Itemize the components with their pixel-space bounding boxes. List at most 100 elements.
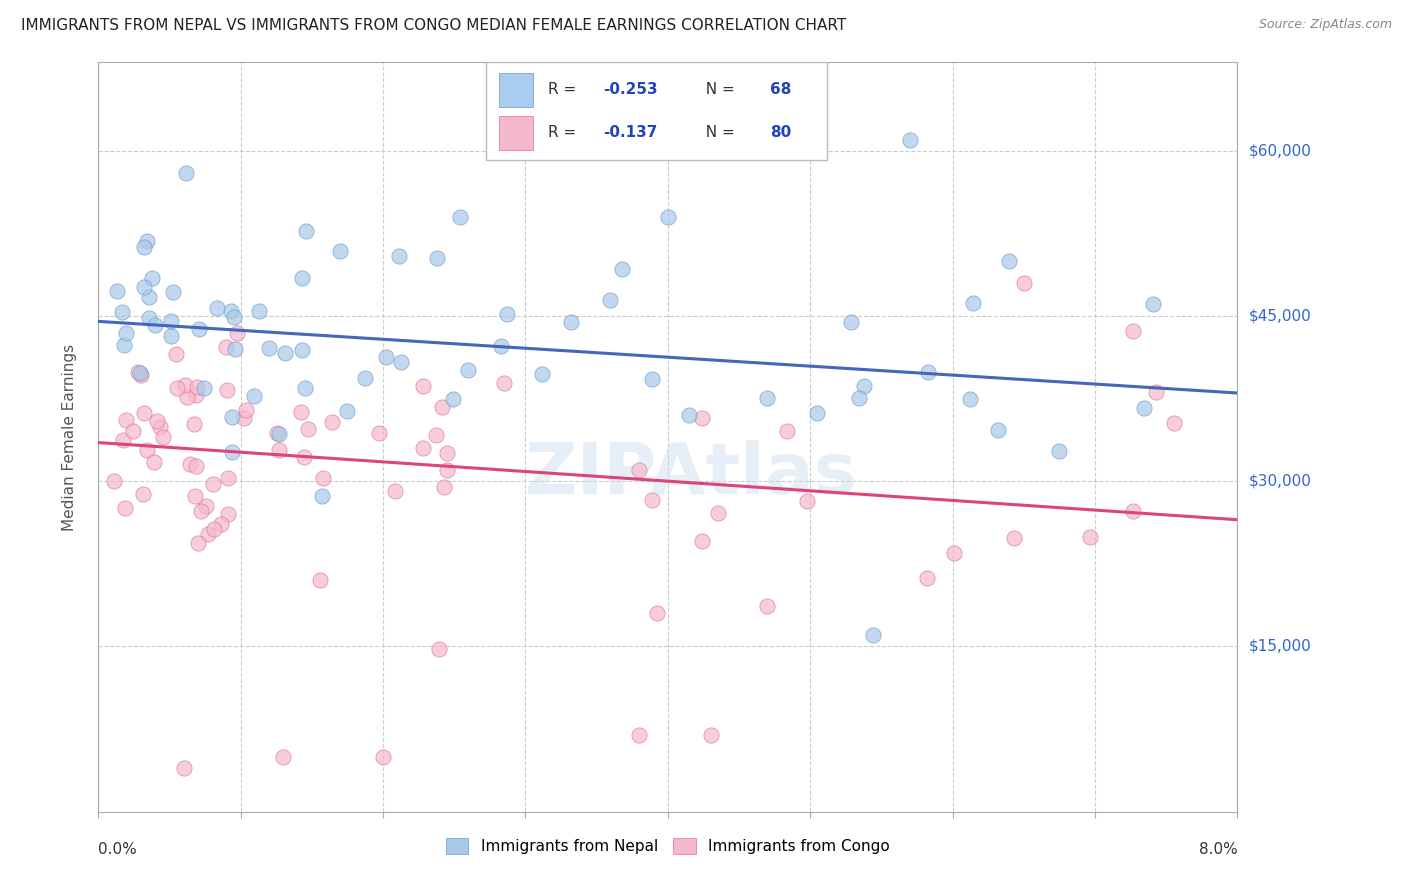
- Point: [235, 402, 257, 417]
- Point: [174, 378, 197, 392]
- Point: [103, 474, 125, 488]
- Text: IMMIGRANTS FROM NEPAL VS IMMIGRANTS FROM CONGO MEDIAN FEMALE EARNINGS CORRELATIO: IMMIGRANTS FROM NEPAL VS IMMIGRANTS FROM…: [21, 18, 846, 33]
- Point: [184, 489, 207, 503]
- Point: [204, 522, 226, 536]
- Point: [426, 252, 449, 266]
- Point: [211, 517, 233, 532]
- Point: [678, 408, 700, 422]
- Point: [179, 457, 201, 471]
- Point: [184, 459, 207, 474]
- Point: [190, 504, 212, 518]
- Point: [129, 366, 152, 380]
- Point: [436, 446, 458, 460]
- Point: [138, 290, 160, 304]
- Point: [194, 500, 217, 514]
- Point: [159, 329, 181, 343]
- Point: [755, 391, 778, 405]
- Point: [152, 430, 174, 444]
- Point: [755, 599, 778, 613]
- Point: [143, 455, 166, 469]
- Point: [628, 728, 651, 742]
- Point: [645, 606, 668, 620]
- Point: [657, 210, 679, 224]
- Point: [371, 749, 394, 764]
- Text: $60,000: $60,000: [1249, 143, 1312, 158]
- Point: [187, 536, 209, 550]
- Point: [186, 380, 208, 394]
- Point: [962, 296, 984, 310]
- Point: [412, 379, 434, 393]
- Point: [291, 271, 314, 285]
- Point: [114, 412, 136, 426]
- Point: [247, 303, 270, 318]
- Point: [707, 507, 730, 521]
- Point: [132, 240, 155, 254]
- Text: -0.137: -0.137: [603, 125, 658, 140]
- Point: [336, 404, 359, 418]
- Point: [425, 427, 447, 442]
- Point: [862, 628, 884, 642]
- Point: [388, 249, 411, 263]
- Point: [853, 379, 876, 393]
- Text: Source: ZipAtlas.com: Source: ZipAtlas.com: [1258, 18, 1392, 31]
- Point: [560, 315, 582, 329]
- Point: [1122, 324, 1144, 338]
- Point: [1122, 504, 1144, 518]
- Point: [848, 392, 870, 406]
- Point: [997, 253, 1019, 268]
- Text: R =: R =: [548, 82, 582, 97]
- Point: [274, 345, 297, 359]
- Point: [987, 424, 1010, 438]
- Point: [1012, 276, 1035, 290]
- Point: [1144, 384, 1167, 399]
- Point: [114, 326, 136, 340]
- Point: [308, 574, 330, 588]
- Point: [294, 381, 316, 395]
- Point: [112, 338, 135, 352]
- Text: $30,000: $30,000: [1249, 474, 1312, 489]
- Point: [776, 424, 799, 438]
- Y-axis label: Median Female Earnings: Median Female Earnings: [62, 343, 77, 531]
- Point: [166, 381, 188, 395]
- Point: [1078, 530, 1101, 544]
- FancyBboxPatch shape: [485, 62, 827, 160]
- Point: [699, 728, 721, 742]
- Point: [495, 307, 517, 321]
- Point: [257, 341, 280, 355]
- Point: [353, 371, 375, 385]
- Point: [312, 470, 335, 484]
- Text: 68: 68: [770, 82, 792, 97]
- Point: [197, 527, 219, 541]
- Point: [297, 422, 319, 436]
- Point: [531, 368, 554, 382]
- Point: [176, 390, 198, 404]
- Point: [131, 368, 153, 382]
- Point: [1163, 416, 1185, 430]
- Point: [1047, 443, 1070, 458]
- Point: [111, 305, 134, 319]
- Text: 0.0%: 0.0%: [98, 842, 138, 857]
- Point: [898, 132, 921, 146]
- Point: [215, 341, 238, 355]
- Point: [217, 507, 239, 521]
- Point: [441, 392, 464, 406]
- Text: $45,000: $45,000: [1249, 309, 1312, 324]
- Point: [436, 463, 458, 477]
- Point: [186, 388, 208, 402]
- Point: [959, 392, 981, 407]
- Point: [141, 271, 163, 285]
- Point: [427, 642, 450, 657]
- Point: [374, 350, 396, 364]
- Point: [221, 445, 243, 459]
- Point: [1142, 297, 1164, 311]
- Point: [138, 311, 160, 326]
- Point: [207, 301, 229, 315]
- Point: [321, 415, 343, 429]
- Text: N =: N =: [696, 82, 740, 97]
- Point: [412, 441, 434, 455]
- Point: [267, 443, 290, 458]
- Point: [641, 372, 664, 386]
- Point: [295, 224, 318, 238]
- Point: [329, 244, 352, 259]
- Legend: Immigrants from Nepal, Immigrants from Congo: Immigrants from Nepal, Immigrants from C…: [440, 832, 896, 860]
